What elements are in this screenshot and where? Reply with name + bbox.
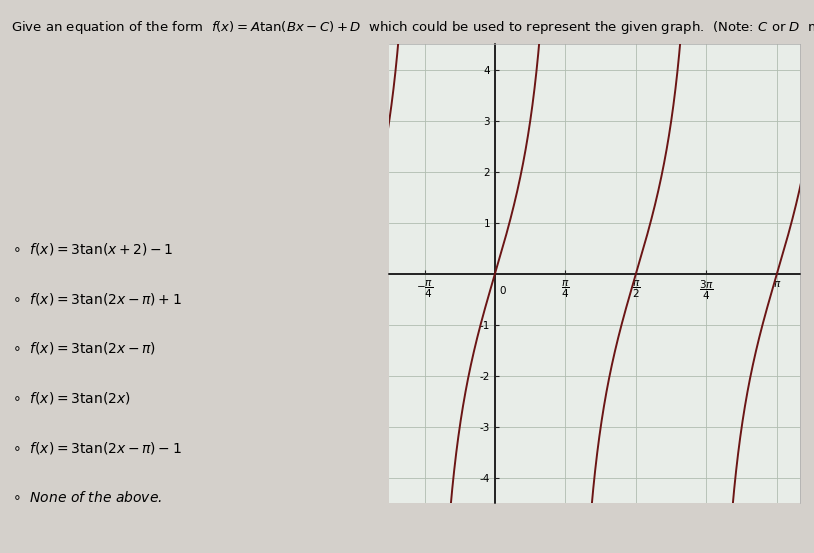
Text: $\circ$  $f(x) = 3\tan(2x - \pi) - 1$: $\circ$ $f(x) = 3\tan(2x - \pi) - 1$ — [12, 440, 182, 456]
Text: $\circ$  None of the above.: $\circ$ None of the above. — [12, 490, 163, 505]
Text: $\circ$  $f(x) = 3\tan(2x - \pi) + 1$: $\circ$ $f(x) = 3\tan(2x - \pi) + 1$ — [12, 291, 182, 306]
Text: 0: 0 — [500, 286, 506, 296]
Text: Give an equation of the form  $f(x) = A\tan(Bx - C) + D$  which could be used to: Give an equation of the form $f(x) = A\t… — [11, 19, 814, 36]
Text: $\circ$  $f(x) = 3\tan(2x)$: $\circ$ $f(x) = 3\tan(2x)$ — [12, 390, 131, 406]
Text: $\circ$  $f(x) = 3\tan(2x - \pi)$: $\circ$ $f(x) = 3\tan(2x - \pi)$ — [12, 341, 156, 356]
Text: $\circ$  $f(x) = 3\tan(x + 2) - 1$: $\circ$ $f(x) = 3\tan(x + 2) - 1$ — [12, 241, 174, 257]
